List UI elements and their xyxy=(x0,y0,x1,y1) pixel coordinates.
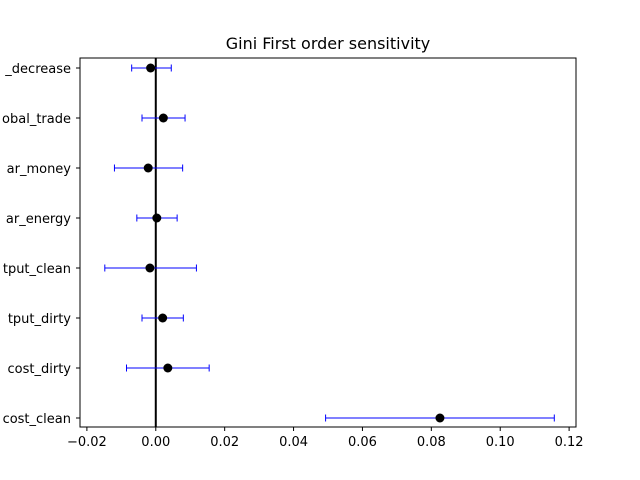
x-tick-label: 0.00 xyxy=(141,435,170,450)
axes-frame xyxy=(79,57,577,428)
plot-area: −0.02 0.00 0.02 0.04 0.06 0.08 0.10 0.12 _decrea… xyxy=(2,57,584,450)
y-tick-label: _decrease xyxy=(4,62,71,77)
data-point xyxy=(143,163,153,173)
y-tick-label: cost_clean xyxy=(3,412,71,427)
x-tick-label: 0.10 xyxy=(486,435,515,450)
x-tick-label: 0.06 xyxy=(348,435,377,450)
y-tick-label: ar_money xyxy=(7,162,72,177)
data-point xyxy=(158,313,168,323)
y-tick-label: obal_trade xyxy=(2,112,71,127)
data-point xyxy=(152,213,162,223)
data-point xyxy=(435,413,445,423)
y-tick-label: ar_energy xyxy=(6,212,71,227)
y-tick-label: tput_dirty xyxy=(8,312,71,327)
data-point xyxy=(163,363,173,373)
data-point xyxy=(158,113,168,123)
y-tick-label: cost_dirty xyxy=(8,362,72,377)
data-point xyxy=(146,63,156,73)
data-point xyxy=(145,263,155,273)
x-tick-label: −0.02 xyxy=(67,435,107,450)
x-tick-label: 0.08 xyxy=(417,435,446,450)
y-tick-label: tput_clean xyxy=(3,262,71,277)
chart-title: Gini First order sensitivity xyxy=(226,34,431,53)
x-tick-label: 0.04 xyxy=(279,435,308,450)
x-tick-label: 0.02 xyxy=(210,435,239,450)
x-tick-label: 0.12 xyxy=(555,435,584,450)
